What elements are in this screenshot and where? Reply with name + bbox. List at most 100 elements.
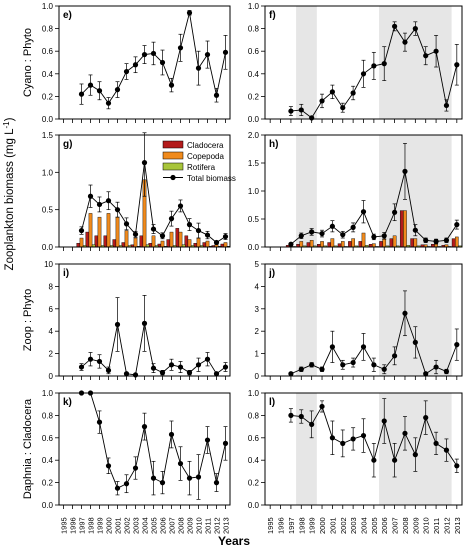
data-point-h-1999 [309, 229, 315, 235]
data-point-g-2007 [168, 216, 175, 222]
data-point-e-2008 [177, 45, 184, 51]
data-point-g-2008 [177, 203, 184, 209]
data-point-e-2002 [123, 68, 130, 75]
data-point-g-2002 [123, 221, 130, 227]
data-point-h-2001 [329, 223, 335, 229]
xtick-label-k-2001: 2001 [114, 517, 123, 534]
data-point-j-2006 [381, 366, 387, 372]
data-point-j-2007 [392, 353, 398, 359]
panel-label-e: e) [63, 10, 72, 21]
data-point-e-2010 [195, 65, 202, 71]
xtick-label-l-1997: 1997 [287, 517, 296, 534]
panel-label-l: l) [269, 397, 275, 408]
ylabel-k: Daphnia : Cladocera [22, 398, 34, 499]
ytick-label-i-0: 0 [49, 372, 54, 381]
ytick-label-f-2: 0.4 [248, 70, 260, 79]
ytick-label-j-4: 4 [255, 282, 260, 291]
data-point-j-1998 [298, 366, 304, 372]
data-point-l-1999 [309, 421, 315, 427]
ytick-label-f-1: 0.2 [248, 92, 260, 101]
legend-label-copepoda: Copepoda [187, 152, 224, 161]
data-point-k-2013 [222, 440, 229, 446]
data-point-k-2003 [132, 465, 139, 471]
bar-h-copepoda-1998 [299, 241, 304, 248]
data-point-l-2000 [319, 403, 325, 410]
shade-band-h-0 [296, 135, 317, 247]
data-point-i-1998 [87, 356, 94, 362]
data-point-j-2000 [319, 366, 325, 372]
data-point-f-2010 [423, 53, 429, 59]
ytick-label-h-1: 0.5 [248, 215, 260, 224]
ytick-label-e-2: 0.4 [42, 70, 54, 79]
bar-g-copepoda-2010 [196, 237, 201, 248]
data-point-e-2000 [105, 100, 112, 106]
ytick-label-e-5: 1.0 [42, 2, 54, 11]
xtick-label-k-2004: 2004 [141, 517, 150, 534]
data-point-f-2011 [433, 48, 439, 54]
ytick-label-i-1: 2 [49, 350, 54, 359]
ytick-label-l-5: 1.0 [248, 389, 260, 398]
data-point-f-2013 [454, 62, 460, 68]
data-point-k-2012 [213, 480, 220, 486]
ytick-label-i-4: 8 [49, 282, 54, 291]
bar-g-cladocera-2008 [175, 228, 180, 248]
data-point-j-2003 [350, 359, 356, 366]
data-point-h-2004 [360, 209, 367, 215]
ytick-label-h-2: 1.0 [248, 187, 260, 196]
ytick-label-i-2: 4 [49, 327, 54, 336]
ytick-label-h-4: 2.0 [248, 131, 260, 140]
data-point-g-1999 [96, 201, 103, 208]
data-point-f-2009 [412, 26, 418, 32]
bar-g-copepoda-2013 [223, 242, 228, 248]
ytick-label-l-0: 0.0 [248, 501, 260, 510]
data-point-e-1997 [78, 91, 85, 97]
ytick-label-k-4: 0.8 [42, 411, 54, 420]
xtick-label-l-2004: 2004 [360, 517, 369, 534]
ytick-label-k-5: 1.0 [42, 389, 54, 398]
bar-h-cladocera-1999 [306, 242, 311, 248]
legend-label-total-biomass: Total biomass [187, 174, 236, 183]
data-point-l-2001 [329, 435, 335, 441]
data-point-l-2011 [433, 440, 439, 446]
data-point-e-2007 [168, 82, 175, 88]
legend-label-cladocera: Cladocera [187, 141, 224, 150]
xtick-label-k-2000: 2000 [105, 517, 114, 534]
data-point-g-2001 [114, 207, 121, 213]
data-point-i-2011 [204, 356, 211, 362]
ytick-label-k-0: 0.0 [42, 501, 54, 510]
panel-label-i: i) [63, 268, 69, 279]
data-point-i-2005 [150, 365, 157, 371]
data-point-j-1997 [288, 371, 294, 377]
legend-swatch-copepoda [162, 151, 184, 160]
data-point-i-2009 [186, 370, 193, 376]
panel-label-g: g) [63, 139, 72, 150]
ytick-label-g-3: 1.5 [42, 131, 54, 140]
data-point-h-2008 [402, 168, 408, 174]
data-point-j-2004 [360, 344, 367, 350]
data-point-j-2012 [443, 368, 450, 375]
data-point-g-2006 [159, 233, 166, 239]
data-point-l-2009 [412, 452, 418, 458]
data-point-f-1998 [298, 107, 304, 113]
data-point-k-2006 [159, 480, 166, 486]
xtick-label-l-2001: 2001 [328, 517, 337, 534]
panels-layer: 0.00.20.40.60.81.0e)Cyano : Phyto0.00.20… [22, 2, 463, 534]
bar-h-cladocera-2013 [451, 238, 456, 248]
bar-h-cladocera-2007 [389, 238, 394, 248]
ylabel-i: Zoop : Phyto [22, 289, 34, 351]
ylabel-e: Cyano : Phyto [22, 28, 34, 97]
bar-g-copepoda-1998 [88, 213, 93, 248]
ytick-label-f-4: 0.8 [248, 25, 260, 34]
data-point-i-1999 [96, 358, 103, 365]
data-point-f-2003 [350, 90, 356, 96]
shared-ylabel-zooplankton-biomass: Zooplankton biomass (mg L-1) [2, 117, 17, 270]
bar-g-copepoda-1999 [97, 216, 102, 248]
data-point-l-2005 [371, 457, 377, 463]
data-point-k-2007 [168, 431, 175, 438]
xtick-label-k-2005: 2005 [150, 517, 159, 534]
ytick-label-i-5: 10 [44, 260, 53, 269]
data-point-f-2008 [402, 39, 408, 45]
plot-frame-e [58, 5, 231, 120]
ytick-label-f-0: 0.0 [248, 115, 260, 124]
